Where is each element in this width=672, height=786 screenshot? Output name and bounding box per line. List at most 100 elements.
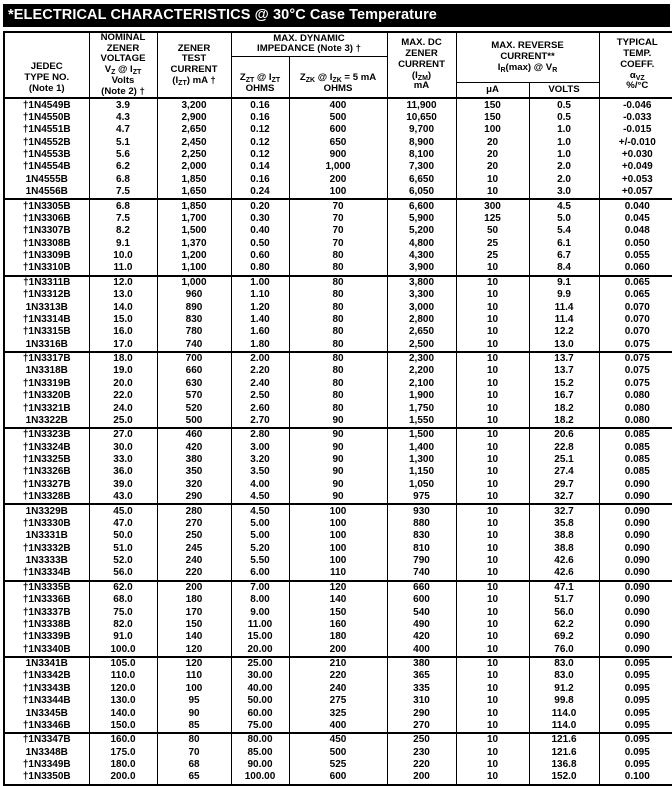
cell-value: 90 [288, 428, 388, 442]
cell-value: 1,500 [386, 428, 457, 442]
cell-value: 290 [156, 491, 232, 506]
table-row: †1N3338B 82.0 150 11.00 160 490 10 62.2 0.090 [3, 618, 672, 632]
cell-jedec-type-no: †1N3350B [3, 771, 90, 786]
cell-value: 8,900 [386, 136, 457, 149]
cell-value: 100 [288, 542, 388, 555]
cell-value: 1,900 [386, 390, 457, 403]
cell-value: 0.5 [528, 98, 600, 112]
cell-jedec-type-no: 1N3341B [3, 656, 90, 671]
cell-jedec-type-no: †1N3310B [3, 262, 90, 277]
cell-value: 20.00 [230, 643, 290, 658]
cell-value: 3.00 [230, 441, 290, 454]
cell-value: 80 [288, 390, 388, 403]
cell-value: 2.40 [230, 377, 290, 391]
cell-value: 25.0 [88, 414, 158, 430]
cell-value: 0.075 [598, 365, 672, 378]
cell-value: 150.0 [88, 719, 158, 735]
table-row: 1N3331B 50.0 250 5.00 100 830 10 38.8 0.090 [3, 530, 672, 543]
cell-value: 230 [386, 746, 457, 759]
cell-value: 630 [156, 377, 232, 391]
cell-value: 0.090 [598, 517, 672, 531]
cell-value: 1.40 [230, 313, 290, 327]
cell-jedec-type-no: †1N4554B [3, 161, 90, 174]
cell-value: 56.0 [88, 567, 158, 582]
cell-value: 1.0 [528, 136, 600, 149]
cell-value: 110 [156, 670, 232, 683]
cell-value: 7.00 [230, 580, 290, 595]
cell-value: 200 [288, 643, 388, 658]
cell-value: 0.065 [598, 275, 672, 290]
cell-value: 100 [455, 124, 530, 137]
cell-value: 0.090 [598, 478, 672, 492]
cell-value: 33.0 [88, 453, 158, 467]
cell-value: 4.00 [230, 478, 290, 492]
table-row: †1N3330B 47.0 270 5.00 100 880 10 35.8 0.090 [3, 517, 672, 531]
cell-value: 76.0 [528, 643, 600, 658]
cell-value: 600 [288, 771, 388, 786]
header-volts: VOLTS [528, 81, 600, 99]
cell-value: 180.0 [88, 758, 158, 772]
table-row: †1N4553B 5.6 2,250 0.12 900 8,100 20 1.0 +0.030 [3, 148, 672, 162]
cell-value: 90 [288, 491, 388, 506]
cell-value: 880 [386, 517, 457, 531]
cell-value: 140 [288, 594, 388, 607]
cell-value: 10 [455, 414, 530, 430]
table-row: 1N3333B 52.0 240 5.50 100 790 10 42.6 0.090 [3, 554, 672, 568]
cell-value: 10 [455, 517, 530, 531]
table-row: †1N3307B 8.2 1,500 0.40 70 5,200 50 5.4 0.048 [3, 225, 672, 238]
cell-value: 0.040 [598, 199, 672, 213]
cell-value: 6.2 [88, 161, 158, 174]
cell-value: 20 [455, 136, 530, 149]
cell-value: 500 [288, 746, 388, 759]
cell-jedec-type-no: 1N3331B [3, 530, 90, 543]
table-row: †1N3309B 10.0 1,200 0.60 80 4,300 25 6.7 0.055 [3, 249, 672, 263]
cell-jedec-type-no: †1N3309B [3, 249, 90, 263]
cell-value: 20.0 [88, 377, 158, 391]
cell-value: 35.8 [528, 517, 600, 531]
cell-value: 10 [455, 733, 530, 747]
cell-value: 740 [386, 567, 457, 582]
cell-value: 3,000 [386, 301, 457, 314]
cell-value: 4,300 [386, 249, 457, 263]
cell-value: 36.0 [88, 466, 158, 479]
cell-value: 1,400 [386, 441, 457, 454]
cell-value: 100 [288, 554, 388, 568]
cell-value: 740 [156, 338, 232, 353]
cell-value: 1.0 [528, 124, 600, 137]
cell-value: 0.070 [598, 326, 672, 339]
cell-value: 10 [455, 656, 530, 671]
cell-value: 6.8 [88, 199, 158, 213]
cell-value: 68.0 [88, 594, 158, 607]
cell-value: 100 [288, 504, 388, 518]
cell-value: 1,750 [386, 402, 457, 415]
cell-value: 10 [455, 301, 530, 314]
cell-value: 25.00 [230, 656, 290, 671]
cell-value: 6.8 [88, 173, 158, 187]
table-row: †1N4551B 4.7 2,650 0.12 600 9,700 100 1.0 -0.015 [3, 124, 672, 137]
cell-value: 1,200 [156, 249, 232, 263]
table-row: †1N3334B 56.0 220 6.00 110 740 10 42.6 0.090 [3, 567, 672, 582]
cell-value: 220 [386, 758, 457, 772]
cell-value: 5.0 [528, 212, 600, 226]
header-zener-test-current: ZENER TEST CURRENT (IZT) mA † [156, 31, 232, 99]
cell-value: 0.090 [598, 554, 672, 568]
cell-jedec-type-no: †1N3338B [3, 618, 90, 632]
cell-value: 99.8 [528, 695, 600, 708]
cell-value: 0.090 [598, 643, 672, 658]
cell-value: 0.050 [598, 237, 672, 250]
cell-value: 10 [455, 262, 530, 277]
cell-jedec-type-no: †1N3337B [3, 606, 90, 619]
cell-value: 1.0 [528, 148, 600, 162]
cell-value: 13.7 [528, 365, 600, 378]
cell-value: 50.00 [230, 695, 290, 708]
cell-value: 11,900 [386, 98, 457, 112]
cell-value: 90 [288, 414, 388, 430]
header-max-reverse-current-group: MAX. REVERSE CURRENT** IR(max) @ VR [455, 31, 600, 83]
cell-value: 110 [288, 567, 388, 582]
cell-value: 10 [455, 567, 530, 582]
cell-value: 0.045 [598, 212, 672, 226]
cell-value: 10 [455, 186, 530, 201]
cell-value: 270 [156, 517, 232, 531]
cell-value: 0.085 [598, 453, 672, 467]
cell-value: 830 [156, 313, 232, 327]
